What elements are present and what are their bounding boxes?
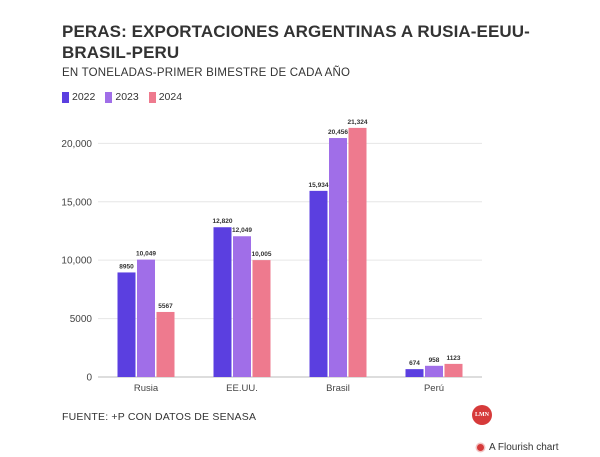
bar-2024-rusia xyxy=(156,311,175,377)
data-label: 1123 xyxy=(446,355,460,362)
chart-subtitle: EN TONELADAS-PRIMER BIMESTRE DE CADA AÑO xyxy=(62,67,351,79)
data-label: 958 xyxy=(429,357,440,364)
data-label: 10,005 xyxy=(252,251,272,258)
bar-2022-rusia xyxy=(117,272,136,377)
bar-2022-eeuu xyxy=(213,227,232,377)
bar-2022-brasil xyxy=(309,190,328,377)
legend-label-2024: 2024 xyxy=(158,91,183,103)
bar-2024-per xyxy=(444,363,463,377)
y-tick-label: 10,000 xyxy=(61,256,92,267)
bar-2024-eeuu xyxy=(252,260,271,377)
data-label: 12,820 xyxy=(213,218,233,225)
flourish-label: A Flourish chart xyxy=(489,442,559,453)
data-label: 10,049 xyxy=(136,251,156,258)
y-tick-label: 0 xyxy=(86,373,92,384)
data-label: 5567 xyxy=(158,303,173,310)
bar-2024-brasil xyxy=(348,127,367,377)
x-tick-label: Brasil xyxy=(326,383,350,394)
data-label: 674 xyxy=(409,360,420,367)
bar-2023-eeuu xyxy=(233,236,251,377)
legend-swatch-2024 xyxy=(148,91,156,103)
bar-2022-per xyxy=(405,369,424,377)
y-tick-label: 15,000 xyxy=(61,197,92,208)
legend: 2022 2023 2024 xyxy=(62,91,182,103)
x-tick-label: EE.UU. xyxy=(226,383,258,394)
data-label: 21,324 xyxy=(348,119,368,126)
bar-2023-brasil xyxy=(329,138,347,377)
legend-item-2024[interactable]: 2024 xyxy=(148,91,183,103)
legend-label-2023: 2023 xyxy=(115,91,139,103)
legend-label-2022: 2022 xyxy=(72,91,96,103)
lmn-logo[interactable]: LMN xyxy=(472,405,492,425)
flourish-credit[interactable]: A Flourish chart xyxy=(477,442,558,453)
data-label: 20,456 xyxy=(328,129,348,136)
legend-swatch-2022 xyxy=(62,91,69,103)
legend-item-2023[interactable]: 2023 xyxy=(105,91,139,103)
data-label: 12,049 xyxy=(232,227,252,234)
y-tick-label: 20,000 xyxy=(61,139,92,150)
chart-title: PERAS: EXPORTACIONES ARGENTINAS A RUSIA-… xyxy=(62,22,530,62)
data-label: 8950 xyxy=(119,263,134,270)
y-tick-label: 5000 xyxy=(70,314,93,325)
legend-swatch-2023 xyxy=(105,91,113,103)
x-tick-label: Perú xyxy=(424,383,444,394)
source-note: FUENTE: +P CON DATOS DE SENASA xyxy=(62,411,257,423)
bar-2023-rusia xyxy=(137,259,155,377)
data-label: 15,934 xyxy=(309,182,329,189)
bar-2023-per xyxy=(425,365,443,377)
x-tick-label: Rusia xyxy=(134,383,159,394)
flourish-icon xyxy=(477,444,484,451)
legend-item-2022[interactable]: 2022 xyxy=(62,91,95,103)
